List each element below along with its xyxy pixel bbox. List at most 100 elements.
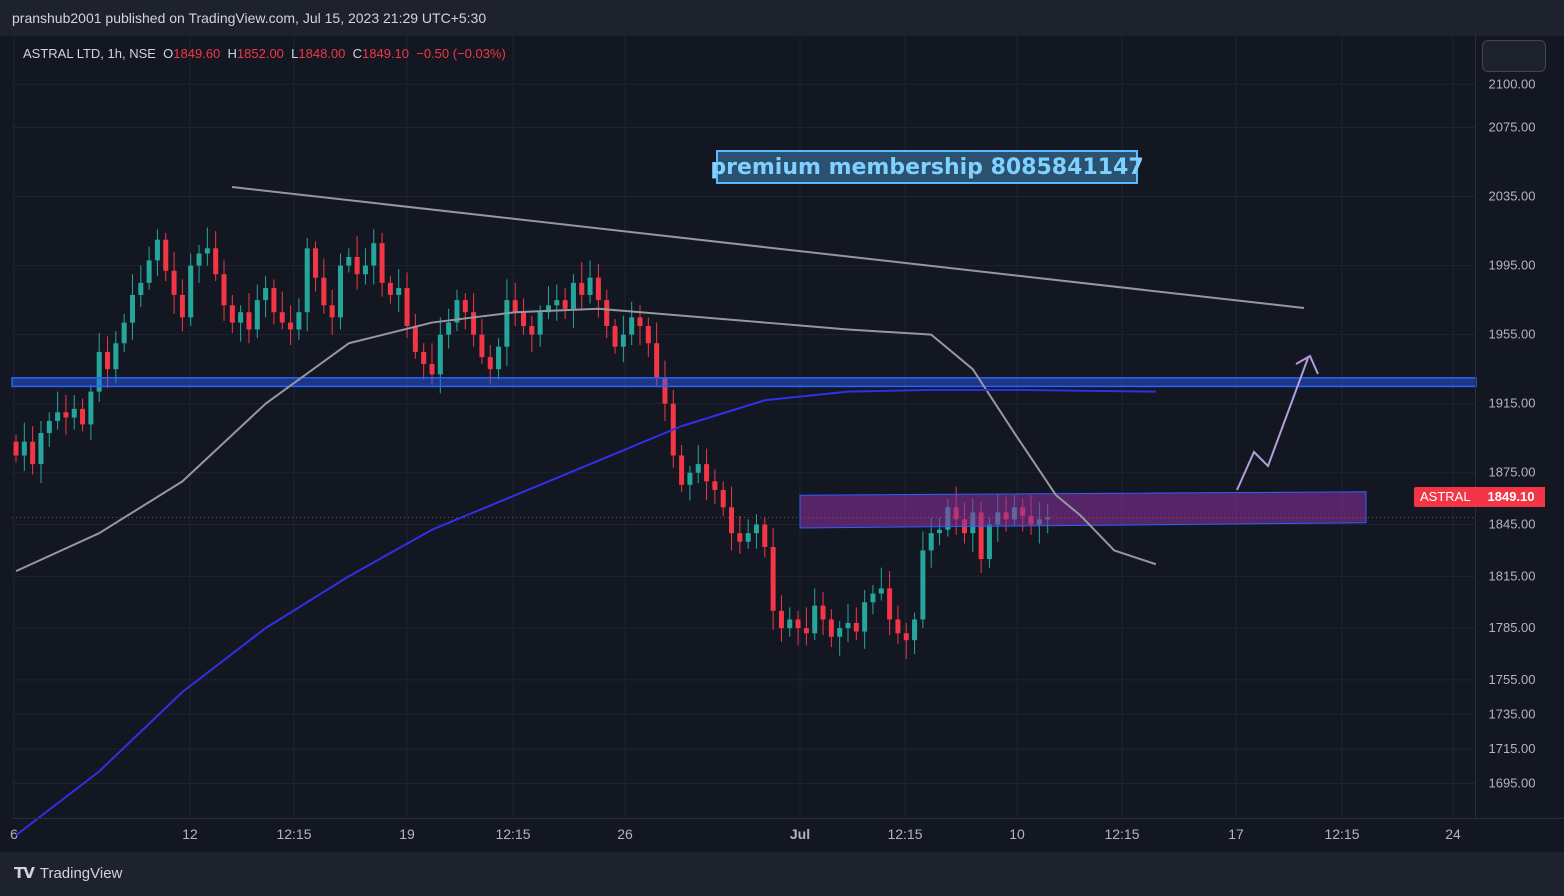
legend-low-value: 1848.00	[298, 46, 346, 61]
y-tick-label: 1755.00	[1489, 672, 1536, 687]
x-tick-label: 10	[1009, 826, 1025, 842]
candle-body	[21, 441, 27, 456]
candles	[13, 227, 1051, 660]
candle-body	[545, 305, 551, 313]
price-axis-scale-button[interactable]	[1482, 40, 1546, 72]
candle-body	[13, 441, 19, 456]
support-band	[11, 377, 1477, 388]
candle-body	[387, 282, 393, 295]
candle-body	[88, 391, 94, 425]
x-tick-label: 19	[399, 826, 415, 842]
candle-body	[254, 300, 260, 330]
candle-body	[720, 490, 726, 508]
candle-body	[429, 363, 435, 375]
premium-annotation: premium membership 8085841147	[710, 150, 1144, 184]
candle-body	[454, 300, 460, 323]
candle-body	[346, 256, 352, 266]
candle-body	[986, 524, 992, 560]
candle-body	[437, 334, 443, 375]
projection-path	[1236, 357, 1309, 491]
projection-arrowhead	[1295, 354, 1319, 375]
candle-body	[179, 294, 185, 318]
candle-body	[803, 628, 809, 634]
candle-body	[920, 550, 926, 620]
top-bar	[0, 0, 1564, 36]
candle-body	[30, 441, 36, 465]
ma-slow-line	[15, 388, 1156, 837]
candle-body	[978, 512, 984, 560]
y-tick-label: 2100.00	[1489, 76, 1536, 91]
x-tick-label: 17	[1228, 826, 1244, 842]
candle-body	[129, 294, 135, 323]
brand-name: TradingView	[39, 864, 123, 882]
candle-body	[313, 248, 319, 278]
candle-body	[762, 524, 768, 547]
candle-body	[895, 619, 901, 634]
y-tick-label: 1695.00	[1489, 775, 1536, 790]
y-tick-label: 1815.00	[1489, 568, 1536, 583]
candle-body	[828, 619, 834, 637]
candle-body	[745, 533, 751, 542]
candle-body	[928, 533, 934, 551]
candle-body	[853, 622, 859, 632]
candle-body	[462, 300, 468, 313]
x-tick-label: 26	[617, 826, 633, 842]
candle-body	[579, 282, 585, 295]
y-tick-label: 1785.00	[1489, 620, 1536, 635]
candle-body	[620, 334, 626, 347]
candle-body	[279, 312, 285, 323]
candle-body	[471, 312, 477, 335]
candle-body	[288, 322, 294, 330]
legend-close-value: 1849.10	[362, 46, 410, 61]
legend-symbol: ASTRAL LTD, 1h, NSE	[23, 46, 156, 61]
candle-body	[304, 248, 310, 313]
candle-body	[213, 248, 219, 275]
candle-body	[80, 408, 86, 425]
candle-body	[529, 326, 535, 335]
candle-body	[704, 464, 710, 482]
x-tick-label: 12:15	[1104, 826, 1139, 842]
legend-open-value: 1849.60	[173, 46, 221, 61]
price-label-symbol: ASTRAL	[1414, 487, 1477, 507]
x-tick-label: 24	[1445, 826, 1461, 842]
tradingview-brand[interactable]: TV TradingView	[14, 864, 122, 882]
y-tick-label: 1845.00	[1489, 517, 1536, 532]
candle-body	[937, 529, 943, 534]
candle-body	[396, 288, 402, 295]
candle-body	[862, 602, 868, 632]
x-axis-ticks: 6 12 12:15 19 12:15 26 Jul 12:15 10 12:15 17 12:15 2…	[10, 826, 1461, 842]
tradingview-logo-icon: TV	[14, 864, 35, 882]
y-tick-label: 1875.00	[1489, 465, 1536, 480]
candle-body	[878, 588, 884, 594]
x-tick-label: 12	[182, 826, 198, 842]
x-tick-label: 12:15	[887, 826, 922, 842]
ohlc-legend: ASTRAL LTD, 1h, NSE O1849.60 H1852.00 L1…	[23, 46, 506, 61]
candle-body	[121, 322, 127, 344]
candle-body	[329, 305, 335, 318]
candle-body	[188, 265, 194, 318]
publisher-text: pranshub2001 published on TradingView.co…	[12, 10, 487, 26]
legend-low-label: L	[291, 46, 299, 61]
candle-body	[870, 593, 876, 603]
candle-body	[912, 619, 918, 641]
candle-body	[113, 343, 119, 370]
candle-body	[820, 605, 826, 620]
candle-body	[770, 546, 776, 611]
y-tick-label: 1715.00	[1489, 741, 1536, 756]
candle-body	[229, 305, 235, 323]
candle-body	[321, 277, 327, 306]
y-tick-label: 2035.00	[1489, 189, 1536, 204]
candle-body	[679, 455, 685, 485]
candle-body	[787, 619, 793, 629]
candle-body	[71, 408, 77, 418]
y-axis-ticks: 1695.00 1715.00 1735.00 1755.00 1785.00 1815.…	[1489, 76, 1536, 790]
candle-body	[903, 633, 909, 641]
candle-body	[404, 288, 410, 327]
candle-body	[887, 588, 893, 620]
candle-body	[337, 265, 343, 318]
candle-body	[146, 260, 152, 283]
trendline	[231, 186, 1305, 309]
candle-body	[204, 248, 210, 254]
candle-body	[96, 351, 102, 392]
